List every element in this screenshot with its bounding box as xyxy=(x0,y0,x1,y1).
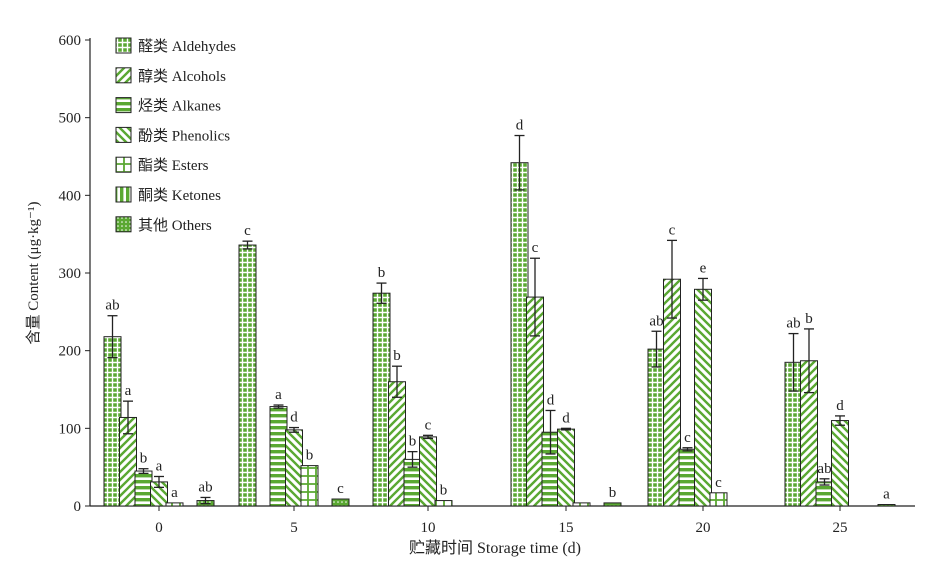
significance-label: b xyxy=(609,485,617,501)
significance-label: a xyxy=(883,487,890,503)
y-axis-label: 含量 Content (μg·kg⁻¹) xyxy=(25,202,42,345)
y-tick-label: 100 xyxy=(59,421,82,437)
bar xyxy=(238,244,257,507)
x-tick-label: 0 xyxy=(155,520,163,536)
significance-label: c xyxy=(684,430,691,446)
legend-label: 醇类 Alcohols xyxy=(138,68,226,85)
bar xyxy=(269,406,288,507)
legend-swatch xyxy=(115,37,132,54)
significance-label: b xyxy=(378,265,386,281)
significance-label: ab xyxy=(649,313,663,329)
significance-label: b xyxy=(306,448,314,464)
bar xyxy=(300,465,319,507)
legend-label: 醛类 Aldehydes xyxy=(138,38,236,55)
significance-label: b xyxy=(140,451,148,467)
legend-label: 酮类 Ketones xyxy=(138,187,221,204)
legend-swatch xyxy=(115,97,132,114)
bar xyxy=(603,502,622,507)
y-tick-label: 500 xyxy=(59,111,82,127)
significance-label: a xyxy=(125,383,132,399)
bar xyxy=(694,288,712,507)
significance-label: ab xyxy=(786,316,800,332)
bar xyxy=(572,502,591,507)
bar xyxy=(647,348,666,507)
y-tick-label: 200 xyxy=(59,344,82,360)
bar xyxy=(134,470,153,507)
legend-swatch xyxy=(115,216,132,233)
x-tick-label: 15 xyxy=(559,520,574,536)
bar xyxy=(165,502,184,507)
x-tick-label: 20 xyxy=(696,520,711,536)
bar xyxy=(434,500,453,507)
legend-swatch xyxy=(115,186,132,203)
bar xyxy=(557,428,575,507)
y-tick-label: 0 xyxy=(74,499,82,515)
legend-swatch xyxy=(115,156,132,173)
bar xyxy=(510,162,529,507)
significance-label: a xyxy=(156,458,163,474)
axes: 0 100 200 300 400 500 600 0 5 10 15 20 25 xyxy=(59,33,915,536)
significance-label: ab xyxy=(105,298,119,314)
x-tick-label: 10 xyxy=(421,520,436,536)
legend-swatch xyxy=(115,126,132,143)
significance-label: d xyxy=(836,398,844,414)
x-axis-label: 贮藏时间 Storage time (d) xyxy=(409,539,581,557)
significance-label: e xyxy=(700,260,707,276)
legend-label: 其他 Others xyxy=(138,217,212,234)
significance-label: a xyxy=(171,485,178,501)
bar xyxy=(709,492,728,507)
bar xyxy=(877,504,896,507)
significance-label: ab xyxy=(817,461,831,477)
legend-label: 烃类 Alkanes xyxy=(138,98,221,115)
significance-label: d xyxy=(547,392,555,408)
significance-label: c xyxy=(532,240,539,256)
significance-label: b xyxy=(393,348,401,364)
bar xyxy=(831,420,849,507)
significance-label: c xyxy=(715,475,722,491)
x-tick-label: 25 xyxy=(833,520,848,536)
significance-label: d xyxy=(290,410,298,426)
bar xyxy=(372,292,391,507)
significance-label: a xyxy=(275,387,282,403)
significance-label: d xyxy=(516,118,524,134)
legend-label: 酚类 Phenolics xyxy=(138,127,230,144)
y-tick-label: 300 xyxy=(59,266,82,282)
bar xyxy=(419,436,437,507)
bar xyxy=(678,448,697,507)
significance-label: c xyxy=(669,222,676,238)
legend: 醛类 Aldehydes 醇类 Alcohols 烃类 Alkanes 酚类 Phen… xyxy=(115,37,236,234)
y-tick-label: 600 xyxy=(59,33,82,49)
bar xyxy=(388,381,406,507)
x-tick-label: 5 xyxy=(290,520,298,536)
legend-swatch xyxy=(115,67,132,84)
significance-label: d xyxy=(562,410,570,426)
significance-label: b xyxy=(805,311,813,327)
significance-label: c xyxy=(244,223,251,239)
significance-label: b xyxy=(409,434,417,450)
bar xyxy=(103,336,122,507)
y-tick-label: 400 xyxy=(59,188,82,204)
significance-label: c xyxy=(425,417,432,433)
significance-label: c xyxy=(337,481,344,497)
legend-label: 酯类 Esters xyxy=(138,157,209,174)
significance-label: b xyxy=(440,483,448,499)
significance-label: ab xyxy=(198,479,212,495)
bar xyxy=(285,429,303,507)
bar xyxy=(331,498,350,507)
